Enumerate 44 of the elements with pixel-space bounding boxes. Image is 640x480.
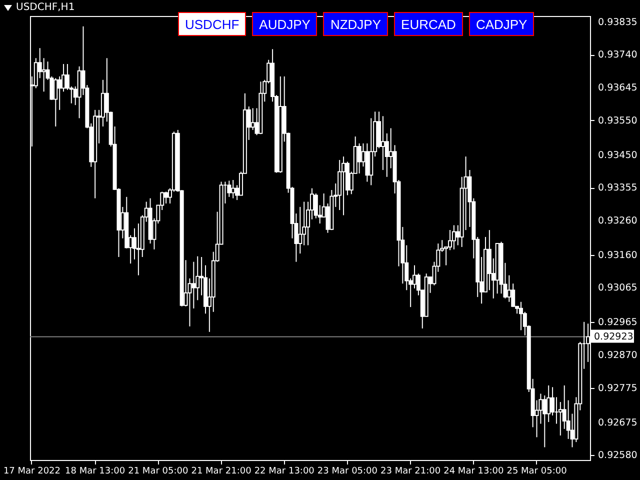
annotation: NZDJPY (323, 12, 388, 36)
annotation: AUDJPY (252, 12, 318, 36)
x-tick-label: 23 Mar 21:00 (380, 466, 441, 476)
x-tick-label: 23 Mar 05:00 (317, 466, 378, 476)
y-tick-label: 0.92965 (598, 317, 638, 328)
y-tick-label: 0.92675 (598, 417, 638, 428)
y-tick-label: 0.92580 (598, 450, 638, 462)
candlestick (558, 401, 562, 436)
x-tick-label: 22 Mar 13:00 (254, 466, 315, 476)
y-tick-label: 0.93355 (598, 182, 638, 194)
y-tick-label: 0.93160 (598, 250, 638, 261)
candlestick (357, 142, 362, 174)
candlestick (54, 78, 58, 127)
ref-line-label: 0.92923 (594, 332, 634, 343)
annotation: USDCHF (178, 12, 246, 36)
candlestick (342, 156, 346, 216)
y-tick-label: 0.93260 (598, 215, 638, 226)
candlestick (164, 191, 168, 204)
annotation: EURCAD (394, 12, 463, 36)
candlestick (338, 159, 342, 211)
x-tick-label: 21 Mar 05:00 (128, 466, 188, 476)
candlestick (231, 179, 236, 199)
candlestick (192, 261, 196, 309)
chart-title: USDCHF,H1 (16, 2, 75, 13)
y-tick-label: 0.92775 (598, 382, 638, 394)
y-tick-label: 0.93065 (598, 282, 638, 294)
y-tick-label: 0.93740 (598, 50, 638, 61)
y-tick-label: 0.93645 (598, 82, 638, 94)
candlestick (380, 116, 385, 170)
x-tick-label: 24 Mar 13:00 (444, 466, 504, 476)
candlestick (542, 394, 547, 448)
x-tick-label: 17 Mar 2022 (3, 466, 61, 476)
candlestick (58, 76, 62, 110)
candlestick (250, 108, 255, 130)
annotation: CADJPY (468, 12, 534, 36)
y-tick-label: 0.92870 (598, 350, 638, 362)
y-tick-label: 0.93550 (598, 115, 638, 126)
candlestick (452, 224, 456, 250)
x-tick-label: 21 Mar 21:00 (191, 466, 252, 476)
x-tick-label: 18 Mar 13:00 (65, 466, 126, 476)
y-tick-label: 0.93450 (598, 150, 638, 161)
y-tick-label: 0.93835 (598, 16, 638, 28)
candlestick (365, 142, 370, 182)
x-tick-label: 25 Mar 05:00 (506, 466, 568, 476)
